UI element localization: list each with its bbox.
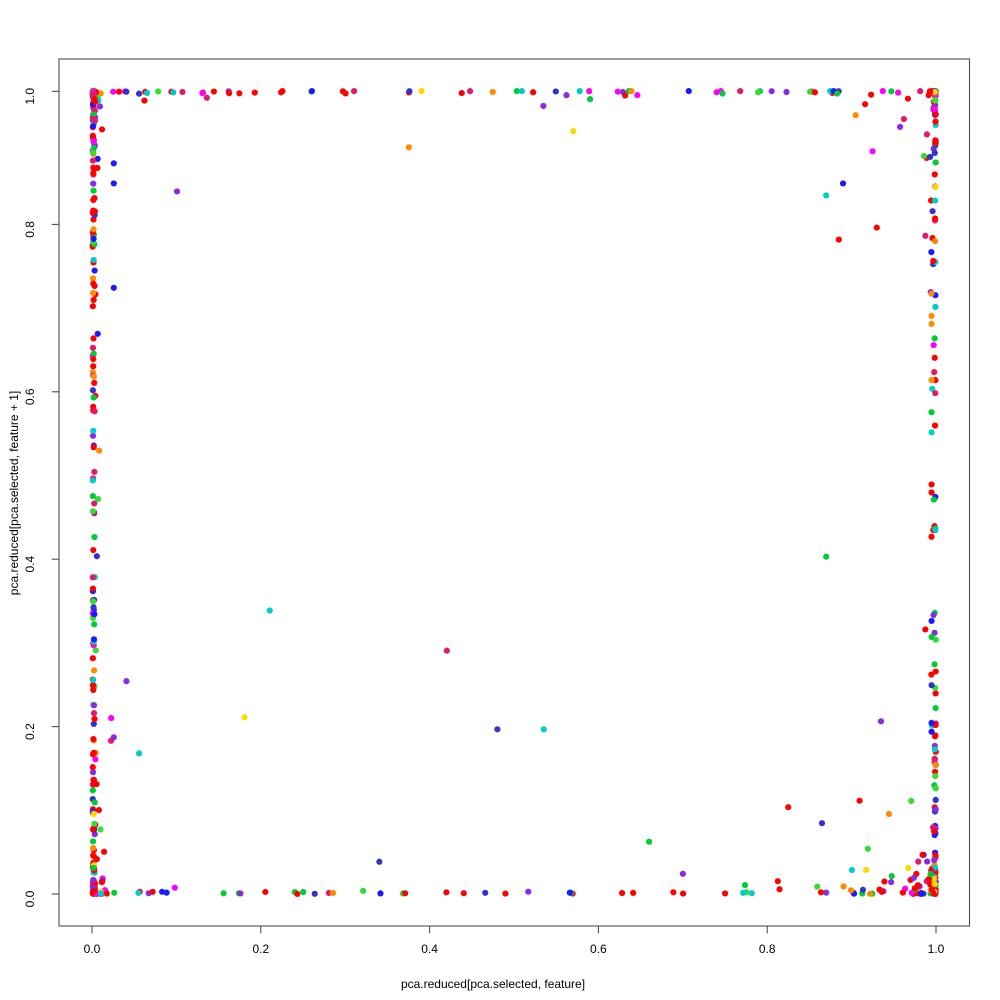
svg-text:0.6: 0.6 — [590, 942, 607, 956]
svg-text:0.8: 0.8 — [23, 221, 37, 238]
svg-text:1.0: 1.0 — [928, 942, 945, 956]
svg-text:0.2: 0.2 — [252, 942, 269, 956]
svg-text:1.0: 1.0 — [23, 88, 37, 105]
svg-text:0.8: 0.8 — [759, 942, 776, 956]
svg-text:0.0: 0.0 — [23, 890, 37, 907]
svg-text:0.4: 0.4 — [421, 942, 438, 956]
svg-text:0.2: 0.2 — [23, 723, 37, 740]
svg-text:0.4: 0.4 — [23, 556, 37, 573]
svg-text:0.0: 0.0 — [84, 942, 101, 956]
svg-text:pca.reduced[pca.selected, feat: pca.reduced[pca.selected, feature] — [401, 977, 585, 991]
svg-text:0.6: 0.6 — [23, 388, 37, 405]
svg-text:pca.reduced[pca.selected, feat: pca.reduced[pca.selected, feature + 1] — [7, 391, 21, 595]
